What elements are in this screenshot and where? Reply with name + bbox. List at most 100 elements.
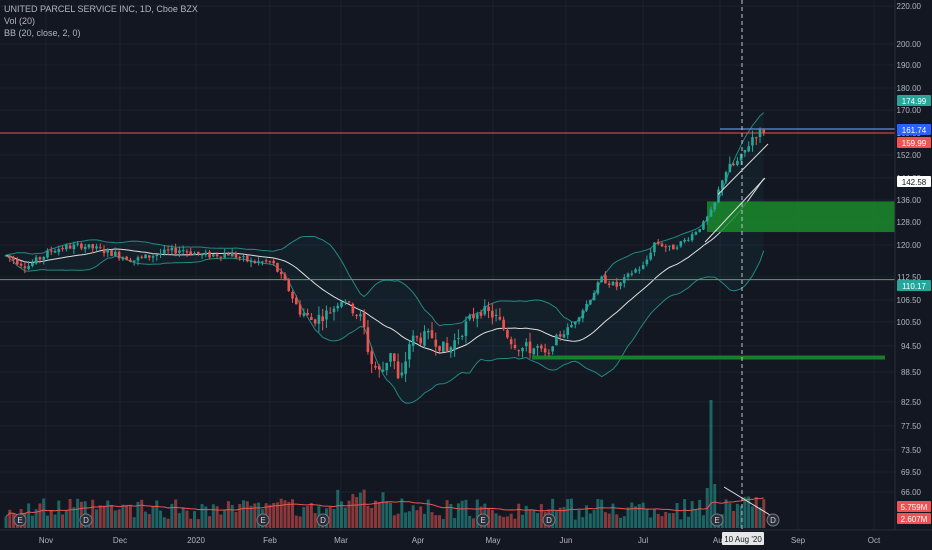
candle-body	[747, 146, 750, 152]
candle-body	[705, 216, 709, 222]
volume-bar	[634, 506, 638, 528]
candle-body	[453, 340, 456, 350]
candle-body	[626, 273, 630, 278]
candle-body	[400, 372, 404, 376]
candle-body	[170, 247, 174, 251]
candle-body	[151, 256, 155, 258]
candle-body	[551, 346, 554, 352]
price-tick-label: 100.50	[897, 318, 922, 327]
candle-body	[196, 251, 200, 255]
price-label-text: 159.99	[902, 139, 927, 148]
volume-bar	[155, 500, 159, 528]
price-label-3: 142.58	[897, 176, 931, 187]
event-marker-label: E	[480, 516, 485, 525]
volume-bar	[200, 504, 204, 528]
candle-body	[528, 341, 532, 354]
price-label-0: 174.99	[897, 95, 931, 106]
volume-bar	[445, 500, 449, 528]
volume-bar	[121, 504, 125, 528]
volume-bar	[147, 514, 151, 528]
volume-bar	[728, 503, 732, 528]
candle-body	[653, 242, 656, 253]
candle-body	[114, 251, 117, 256]
volume-bar	[211, 504, 215, 528]
event-marker-e	[476, 513, 490, 527]
volume-bar	[128, 504, 132, 528]
volume-bar	[675, 503, 679, 528]
candle-body	[325, 310, 328, 320]
volume-bar	[4, 516, 8, 528]
price-tick-label: 152.00	[897, 151, 922, 160]
volume-bar	[724, 499, 728, 528]
volume-bar	[291, 499, 295, 528]
time-tick-label: Jul	[638, 536, 648, 545]
volume-bar	[686, 516, 690, 528]
volume-bar	[351, 493, 355, 528]
candle-body	[423, 331, 426, 346]
candle-body	[411, 335, 415, 346]
volume-bar	[189, 518, 193, 528]
volume-bar	[513, 518, 517, 528]
candle-body	[310, 317, 313, 320]
candle-body	[204, 252, 208, 255]
volume-bar	[652, 508, 656, 528]
time-tick-label: Mar	[334, 536, 348, 545]
volume-bar	[551, 498, 555, 528]
candle-body	[106, 249, 110, 253]
volume-bar	[600, 499, 604, 528]
candle-body	[136, 257, 140, 261]
volume-bar	[94, 509, 98, 528]
volume-bar	[253, 503, 257, 528]
price-tick-label: 200.00	[897, 40, 922, 49]
time-axis: Nov Dec 2020 Feb Mar Apr May Jun Jul Aug Sep Oct 10 …	[0, 529, 932, 545]
volume-bar	[242, 500, 246, 528]
candle-body	[181, 250, 185, 252]
volume-bar	[539, 504, 543, 528]
candle-body	[272, 260, 275, 264]
candle-body	[38, 257, 42, 260]
volume-bar	[385, 500, 389, 528]
price-tick-label: 220.00	[897, 2, 922, 11]
volume-bar	[562, 507, 566, 528]
candle-body	[509, 339, 513, 345]
volume-bar	[502, 517, 506, 528]
candle-body	[634, 269, 637, 273]
candle-body	[227, 253, 230, 256]
volume-bar	[656, 513, 660, 528]
candle-body	[393, 353, 396, 362]
price-tick-label: 82.50	[901, 398, 922, 407]
candle-body	[649, 252, 652, 260]
volume-bar	[532, 509, 536, 528]
candle-body	[664, 246, 668, 248]
price-tick-label: 88.50	[901, 368, 922, 377]
candle-body	[377, 366, 381, 370]
event-marker-label: E	[714, 516, 719, 525]
candle-body	[163, 249, 166, 254]
candle-body	[460, 335, 464, 337]
candle-body	[245, 255, 249, 262]
volume-bar	[645, 508, 649, 528]
candle-body	[291, 291, 294, 299]
price-tick-label: 128.00	[897, 218, 922, 227]
candle-body	[479, 312, 483, 316]
candle-body	[302, 313, 306, 316]
candle-body	[687, 239, 690, 241]
candle-body	[404, 361, 407, 374]
candle-body	[306, 312, 309, 315]
volume-bar	[45, 515, 49, 528]
price-label-text: 161.74	[902, 126, 927, 135]
volume-bar	[140, 499, 144, 528]
volume-bar	[460, 500, 464, 528]
bollinger-upper	[5, 112, 765, 327]
time-tick-label: Aug	[713, 536, 727, 545]
volume-bar	[204, 506, 208, 528]
volume-bar	[373, 500, 377, 528]
candle-body	[328, 312, 332, 314]
volume-bar	[215, 506, 219, 528]
price-label-text: 110.17	[902, 282, 926, 291]
volume-bar	[340, 501, 344, 528]
resistance-zone	[707, 201, 895, 233]
candle-body	[283, 274, 287, 281]
candle-body	[332, 308, 336, 313]
